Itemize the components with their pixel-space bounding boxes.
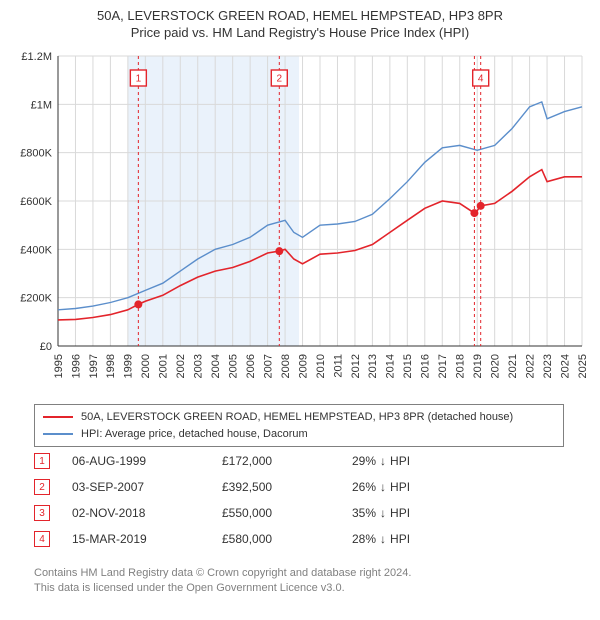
arrow-down-icon: ↓ xyxy=(380,480,386,494)
title-line1: 50A, LEVERSTOCK GREEN ROAD, HEMEL HEMPST… xyxy=(0,8,600,23)
sale-date: 02-NOV-2018 xyxy=(72,506,222,520)
svg-text:2007: 2007 xyxy=(262,354,274,378)
svg-text:1999: 1999 xyxy=(123,354,135,378)
legend-swatch-hpi xyxy=(43,433,73,435)
svg-text:2017: 2017 xyxy=(437,354,449,378)
sale-delta: 26% ↓ HPI xyxy=(352,480,472,494)
table-row: 1 06-AUG-1999 £172,000 29% ↓ HPI xyxy=(34,448,564,474)
delta-suffix: HPI xyxy=(390,480,410,494)
marker-box-icon: 4 xyxy=(34,531,50,547)
svg-text:2014: 2014 xyxy=(385,354,397,378)
sale-date: 06-AUG-1999 xyxy=(72,454,222,468)
sale-price: £172,000 xyxy=(222,454,352,468)
sale-price: £392,500 xyxy=(222,480,352,494)
svg-text:£800K: £800K xyxy=(20,148,52,160)
sale-delta: 35% ↓ HPI xyxy=(352,506,472,520)
legend-label-property: 50A, LEVERSTOCK GREEN ROAD, HEMEL HEMPST… xyxy=(81,409,513,426)
delta-pct: 29% xyxy=(352,454,376,468)
svg-text:2: 2 xyxy=(277,74,283,85)
arrow-down-icon: ↓ xyxy=(380,532,386,546)
svg-text:2015: 2015 xyxy=(402,354,414,378)
svg-text:2021: 2021 xyxy=(507,354,519,378)
table-row: 3 02-NOV-2018 £550,000 35% ↓ HPI xyxy=(34,500,564,526)
svg-text:2008: 2008 xyxy=(280,354,292,378)
legend: 50A, LEVERSTOCK GREEN ROAD, HEMEL HEMPST… xyxy=(34,404,564,447)
svg-text:4: 4 xyxy=(478,74,484,85)
title-line2: Price paid vs. HM Land Registry's House … xyxy=(0,25,600,40)
svg-text:£600K: £600K xyxy=(20,196,52,208)
svg-text:2004: 2004 xyxy=(210,354,222,378)
svg-text:2010: 2010 xyxy=(315,354,327,378)
svg-text:1998: 1998 xyxy=(105,354,117,378)
chart-svg: £0 £200K £400K £600K £800K £1M £1.2M 1995 1996 19… xyxy=(12,50,588,390)
sale-delta: 29% ↓ HPI xyxy=(352,454,472,468)
chart-area: £0 £200K £400K £600K £800K £1M £1.2M 1995 1996 19… xyxy=(12,50,588,390)
marker-box-icon: 2 xyxy=(34,479,50,495)
svg-text:2025: 2025 xyxy=(577,354,588,378)
svg-text:2024: 2024 xyxy=(559,354,571,378)
arrow-down-icon: ↓ xyxy=(380,506,386,520)
svg-text:1: 1 xyxy=(136,74,142,85)
svg-text:2018: 2018 xyxy=(455,354,467,378)
table-row: 4 15-MAR-2019 £580,000 28% ↓ HPI xyxy=(34,526,564,552)
svg-text:£1M: £1M xyxy=(31,99,52,111)
delta-pct: 28% xyxy=(352,532,376,546)
svg-text:2009: 2009 xyxy=(297,354,309,378)
footer-line1: Contains HM Land Registry data © Crown c… xyxy=(34,566,411,581)
footer: Contains HM Land Registry data © Crown c… xyxy=(34,566,411,597)
svg-text:2016: 2016 xyxy=(420,354,432,378)
footer-line2: This data is licensed under the Open Gov… xyxy=(34,581,411,596)
svg-text:2006: 2006 xyxy=(245,354,257,378)
marker-box-icon: 3 xyxy=(34,505,50,521)
table-row: 2 03-SEP-2007 £392,500 26% ↓ HPI xyxy=(34,474,564,500)
delta-pct: 26% xyxy=(352,480,376,494)
svg-text:2000: 2000 xyxy=(140,354,152,378)
delta-pct: 35% xyxy=(352,506,376,520)
svg-text:£0: £0 xyxy=(40,341,52,353)
sale-delta: 28% ↓ HPI xyxy=(352,532,472,546)
svg-text:2002: 2002 xyxy=(175,354,187,378)
svg-text:2020: 2020 xyxy=(490,354,502,378)
svg-text:£200K: £200K xyxy=(20,293,52,305)
sale-date: 03-SEP-2007 xyxy=(72,480,222,494)
chart-container: 50A, LEVERSTOCK GREEN ROAD, HEMEL HEMPST… xyxy=(0,0,600,620)
marker-box-icon: 1 xyxy=(34,453,50,469)
sale-price: £550,000 xyxy=(222,506,352,520)
svg-text:2013: 2013 xyxy=(367,354,379,378)
svg-text:£1.2M: £1.2M xyxy=(21,51,52,63)
svg-text:£400K: £400K xyxy=(20,244,52,256)
svg-text:2019: 2019 xyxy=(472,354,484,378)
legend-row-property: 50A, LEVERSTOCK GREEN ROAD, HEMEL HEMPST… xyxy=(43,409,555,426)
svg-text:2023: 2023 xyxy=(542,354,554,378)
svg-text:2011: 2011 xyxy=(332,354,344,378)
legend-swatch-property xyxy=(43,416,73,418)
svg-text:2003: 2003 xyxy=(193,354,205,378)
svg-text:1995: 1995 xyxy=(53,354,65,378)
svg-text:2012: 2012 xyxy=(350,354,362,378)
svg-text:2005: 2005 xyxy=(228,354,240,378)
svg-text:2022: 2022 xyxy=(524,354,536,378)
delta-suffix: HPI xyxy=(390,506,410,520)
arrow-down-icon: ↓ xyxy=(380,454,386,468)
delta-suffix: HPI xyxy=(390,454,410,468)
svg-text:1997: 1997 xyxy=(88,354,100,378)
sale-date: 15-MAR-2019 xyxy=(72,532,222,546)
svg-text:1996: 1996 xyxy=(70,354,82,378)
legend-label-hpi: HPI: Average price, detached house, Daco… xyxy=(81,426,308,443)
sales-table: 1 06-AUG-1999 £172,000 29% ↓ HPI 2 03-SE… xyxy=(34,448,564,552)
title-block: 50A, LEVERSTOCK GREEN ROAD, HEMEL HEMPST… xyxy=(0,0,600,40)
legend-row-hpi: HPI: Average price, detached house, Daco… xyxy=(43,426,555,443)
svg-text:2001: 2001 xyxy=(158,354,170,378)
sale-price: £580,000 xyxy=(222,532,352,546)
delta-suffix: HPI xyxy=(390,532,410,546)
